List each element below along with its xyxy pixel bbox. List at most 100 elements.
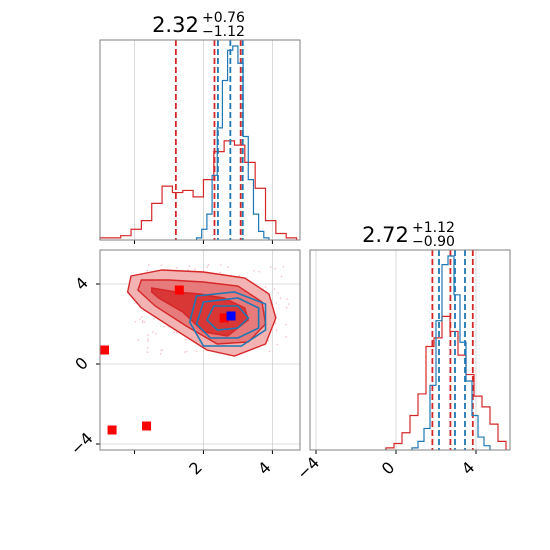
marginal-2-title-value: 2.72 bbox=[362, 223, 409, 247]
joint-scatter-point bbox=[268, 350, 271, 353]
joint-scatter-point bbox=[143, 321, 146, 323]
joint-y-tick-label-2: 4 bbox=[71, 273, 92, 294]
joint-scatter-point bbox=[275, 302, 278, 304]
marginal-2-x-ticks: −4 0 4 bbox=[293, 453, 478, 483]
marginal-1-title: 2.32 +0.76 −1.12 bbox=[152, 7, 250, 40]
marginal-2-title-minus: −0.90 bbox=[412, 234, 455, 250]
joint-scatter-point bbox=[286, 298, 288, 300]
joint-scatter-point bbox=[153, 318, 155, 320]
joint-x-tick-label-0: 2 bbox=[185, 458, 206, 479]
marginal-2-frame bbox=[309, 249, 511, 451]
joint-plot-area bbox=[100, 264, 290, 435]
joint-scatter-point bbox=[282, 265, 285, 268]
marginal-1-frame bbox=[99, 39, 301, 241]
joint-red-point-0 bbox=[100, 345, 109, 355]
joint-scatter-point bbox=[267, 340, 270, 342]
joint-scatter-point bbox=[226, 266, 229, 268]
joint-scatter-point bbox=[207, 264, 210, 266]
joint-scatter-point bbox=[175, 331, 178, 334]
joint-scatter-point bbox=[155, 333, 157, 335]
joint-scatter-point bbox=[274, 267, 276, 270]
joint-scatter-point bbox=[159, 353, 162, 355]
joint-scatter-point bbox=[175, 267, 178, 269]
marginal-histogram-2: −4 0 4 2.72 +1.12 −0.90 bbox=[293, 217, 511, 483]
marginal-1-grid bbox=[133, 40, 273, 244]
marginal-2-hist-red bbox=[385, 315, 507, 450]
joint-scatter-point bbox=[219, 271, 221, 274]
joint-scatter-point bbox=[161, 348, 164, 351]
joint-scatter-point bbox=[184, 338, 187, 341]
joint-scatter-point bbox=[160, 349, 163, 352]
joint-scatter-point bbox=[276, 343, 279, 346]
joint-scatter-point bbox=[277, 292, 280, 294]
joint-scatter-point bbox=[285, 306, 288, 309]
marginal-2-title: 2.72 +1.12 −0.90 bbox=[362, 217, 460, 250]
joint-scatter-point bbox=[285, 323, 287, 326]
joint-scatter-point bbox=[146, 347, 149, 349]
marginal-2-x-tick-label-2: 4 bbox=[458, 458, 479, 479]
joint-scatter-point bbox=[139, 318, 141, 320]
joint-scatter-point bbox=[273, 288, 276, 290]
joint-scatter-point bbox=[253, 269, 255, 272]
joint-scatter-point bbox=[280, 275, 283, 278]
joint-blue-contour-level-1 bbox=[188, 291, 267, 347]
joint-scatter-point bbox=[146, 269, 148, 272]
joint-y-tick-label-1: 0 bbox=[71, 353, 92, 374]
joint-scatter-point bbox=[173, 331, 175, 333]
joint-scatter-point bbox=[147, 264, 150, 266]
marginal-1-title-minus: −1.12 bbox=[202, 24, 245, 40]
joint-blue-contour-level-2 bbox=[195, 297, 260, 339]
joint-red-point-3 bbox=[174, 285, 184, 295]
joint-scatter-point bbox=[163, 325, 165, 328]
joint-y-tick-label-0: −4 bbox=[67, 429, 97, 459]
joint-red-point-4 bbox=[219, 313, 229, 323]
marginal-2-hist-blue bbox=[411, 255, 491, 450]
joint-scatter-point bbox=[264, 286, 267, 288]
joint-scatter-point bbox=[274, 322, 277, 324]
joint-scatter-point bbox=[188, 265, 191, 267]
joint-scatter-point bbox=[141, 319, 144, 322]
joint-blue-contour-level-3 bbox=[205, 305, 250, 331]
marginal-2-x-tick-label-1: 0 bbox=[378, 458, 399, 479]
joint-scatter-point bbox=[238, 274, 241, 277]
joint-blue-point-0 bbox=[226, 311, 236, 321]
joint-scatter-point bbox=[195, 350, 198, 352]
joint-x-tick-label-1: 4 bbox=[254, 458, 275, 479]
joint-scatter-point bbox=[269, 266, 272, 268]
joint-scatter-point bbox=[275, 329, 278, 331]
marginal-1-title-plus: +0.76 bbox=[202, 10, 245, 26]
joint-scatter-point bbox=[141, 316, 143, 318]
joint-scatter-point bbox=[183, 351, 186, 353]
joint-scatter-point bbox=[287, 303, 290, 305]
marginal-2-x-tick-label-0: −4 bbox=[293, 453, 323, 483]
joint-scatter-point bbox=[137, 339, 140, 341]
joint-scatter-point bbox=[194, 268, 196, 270]
joint-scatter-point bbox=[279, 297, 282, 300]
joint-scatter-point bbox=[147, 338, 149, 341]
joint-scatter-point bbox=[147, 334, 149, 336]
marginal-2-title-plus: +1.12 bbox=[412, 220, 455, 236]
joint-scatter-point bbox=[220, 264, 222, 266]
joint-scatter-point bbox=[146, 351, 149, 353]
joint-scatter-point bbox=[258, 270, 261, 273]
marginal-1-hist-blue bbox=[195, 45, 270, 240]
joint-scatter-point bbox=[206, 266, 208, 268]
joint-scatter-point bbox=[147, 340, 150, 343]
joint-red-point-1 bbox=[107, 425, 117, 435]
joint-frame bbox=[99, 249, 301, 451]
joint-scatter-point bbox=[160, 264, 163, 267]
joint-scatter-point bbox=[141, 321, 144, 324]
marginal-2-plot-area bbox=[385, 250, 507, 450]
marginal-1-title-value: 2.32 bbox=[152, 13, 199, 37]
marginal-1-hist-red bbox=[99, 140, 298, 240]
joint-scatter-point bbox=[285, 336, 287, 338]
marginal-1-plot-area bbox=[99, 40, 298, 240]
joint-scatter-point bbox=[151, 331, 154, 333]
joint-scatter-point bbox=[134, 320, 137, 323]
marginal-histogram-1: 2.32 +0.76 −1.12 bbox=[99, 7, 301, 244]
joint-red-point-2 bbox=[142, 421, 152, 431]
joint-scatter-point bbox=[186, 350, 188, 353]
